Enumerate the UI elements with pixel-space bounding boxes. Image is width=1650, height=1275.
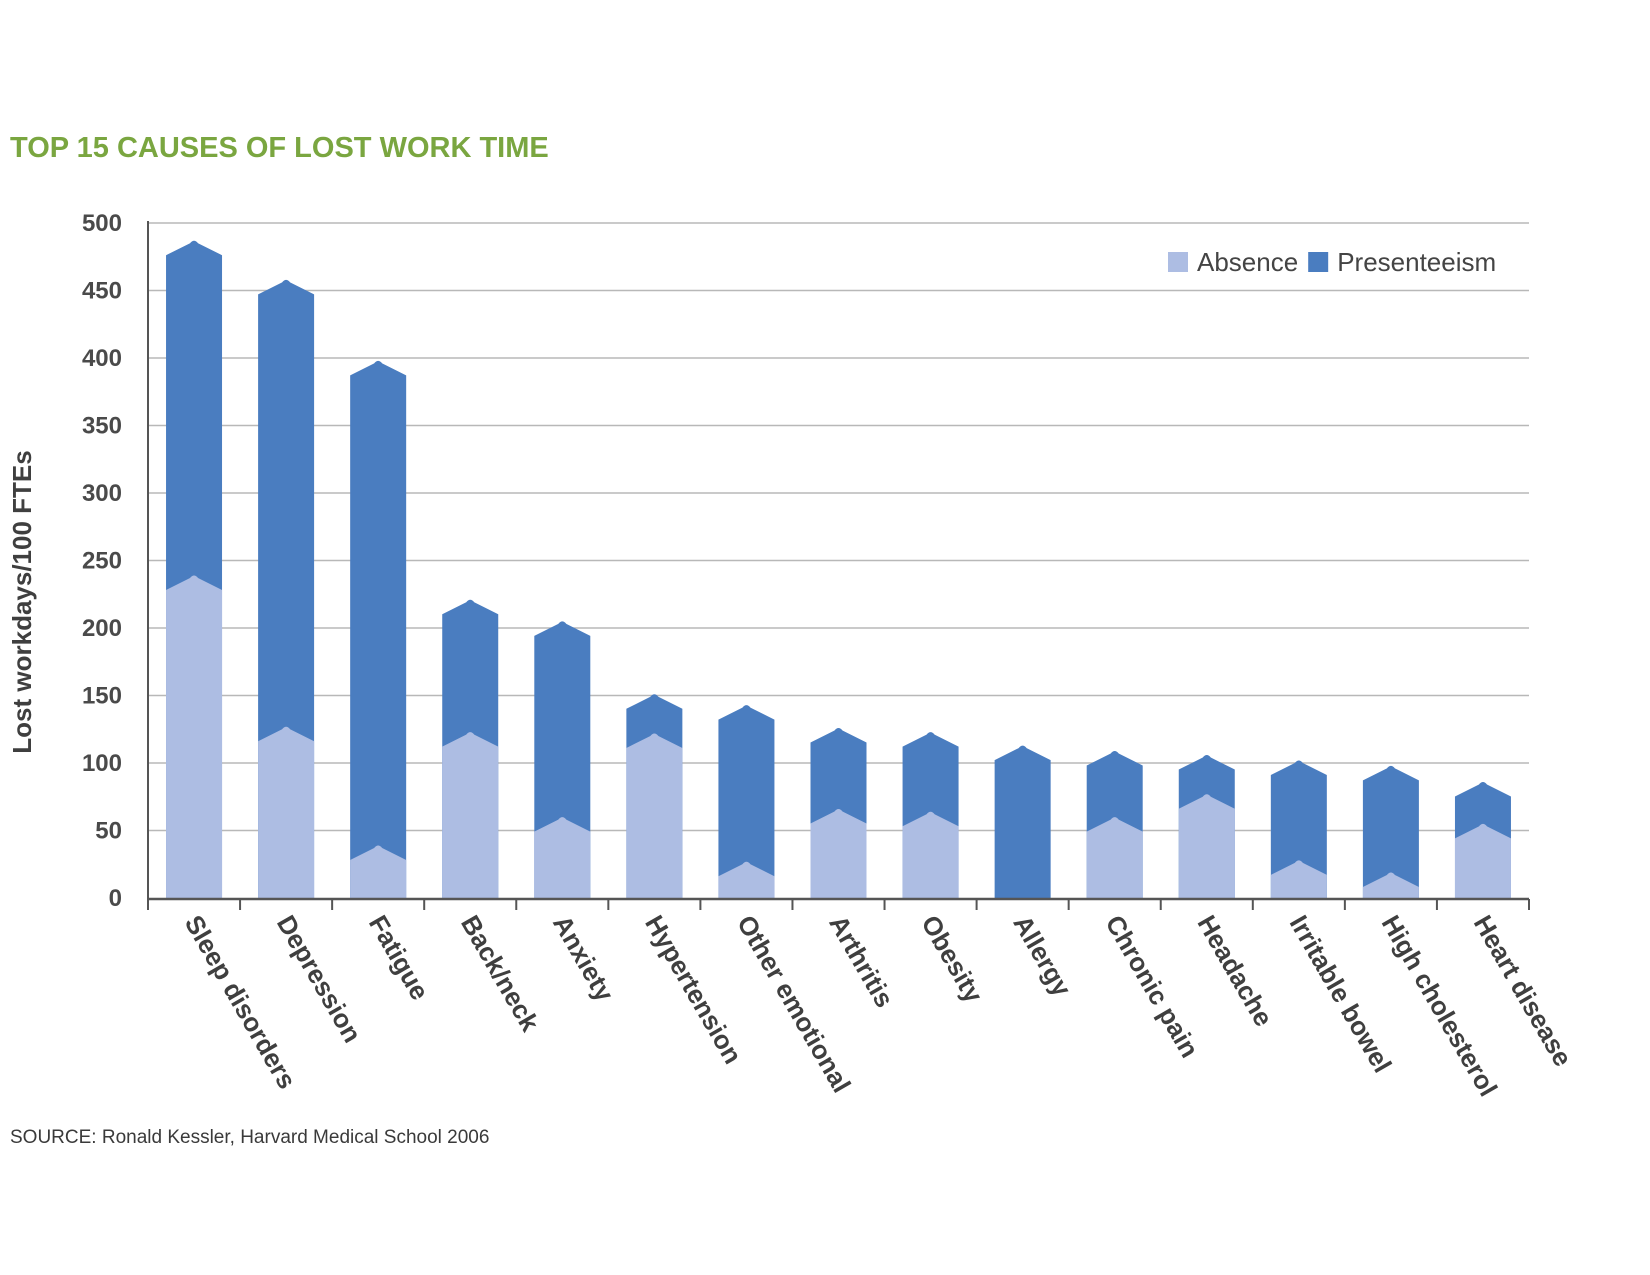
bar-absence-sleep-disorders <box>166 575 223 898</box>
y-tick-label: 300 <box>82 480 122 507</box>
x-tick-label: Headache <box>1192 910 1279 1031</box>
bar-absence-other-emotional <box>718 861 775 898</box>
bar-absence-fatigue <box>350 845 407 898</box>
bar-absence-chronic-pain <box>1086 817 1143 898</box>
x-tick-label: Obesity <box>915 910 989 1008</box>
y-tick-label: 250 <box>82 548 122 575</box>
x-tick-label: Heart disease <box>1468 910 1579 1071</box>
x-tick-label: Fatigue <box>363 910 435 1005</box>
x-tick-label: Allergy <box>1007 910 1077 1002</box>
bar-absence-depression <box>258 726 315 898</box>
x-tick-label: Back/neck <box>455 910 546 1037</box>
y-tick-label: 50 <box>95 818 122 845</box>
y-tick-label: 500 <box>82 210 122 237</box>
y-axis-label: Lost workdays/100 FTEs <box>7 450 37 753</box>
y-tick-label: 0 <box>109 885 122 912</box>
x-tick-label: Depression <box>271 910 368 1048</box>
x-tick-label: Chronic pain <box>1100 910 1205 1063</box>
x-tick-label: Arthritis <box>823 910 900 1013</box>
bar-presenteeism-other-emotional <box>718 705 775 898</box>
y-tick-label: 200 <box>82 615 122 642</box>
bar-absence-headache <box>1178 794 1235 898</box>
bar-presenteeism-high-cholesterol <box>1362 765 1419 898</box>
legend-label: Absence <box>1197 247 1298 277</box>
bar-absence-high-cholesterol <box>1362 872 1419 898</box>
y-tick-label: 350 <box>82 413 122 440</box>
bars <box>166 240 1511 899</box>
y-tick-labels: 0 50 100 150 200 250 300 350 400 450 500 <box>82 210 122 912</box>
bar-absence-anxiety <box>534 817 591 898</box>
bar-absence-obesity <box>902 811 959 898</box>
bar-absence-hypertension <box>626 733 683 898</box>
legend: Absence Presenteeism <box>1168 247 1496 277</box>
y-tick-label: 100 <box>82 750 122 777</box>
y-tick-label: 400 <box>82 345 122 372</box>
chart-title: TOP 15 CAUSES OF LOST WORK TIME <box>10 132 549 164</box>
bar-absence-back-neck <box>442 732 499 898</box>
bar-absence-arthritis <box>810 809 867 898</box>
bar-absence-irritable-bowel <box>1270 860 1327 898</box>
bar-absence-heart-disease <box>1454 823 1511 898</box>
legend-swatch <box>1308 252 1329 272</box>
legend-swatch <box>1168 252 1188 272</box>
axes <box>147 221 1530 910</box>
x-tick-label: Anxiety <box>547 910 620 1007</box>
bar-presenteeism-allergy <box>994 745 1051 898</box>
bar-presenteeism-irritable-bowel <box>1270 760 1327 898</box>
bar-presenteeism-fatigue <box>350 360 407 899</box>
y-tick-label: 150 <box>82 683 122 710</box>
x-tick-label: Irritable bowel <box>1284 910 1398 1078</box>
legend-label: Presenteeism <box>1337 247 1496 277</box>
source-note: SOURCE: Ronald Kessler, Harvard Medical … <box>10 1127 490 1148</box>
y-tick-label: 450 <box>82 278 122 305</box>
x-tick-label: Hypertension <box>639 910 748 1069</box>
